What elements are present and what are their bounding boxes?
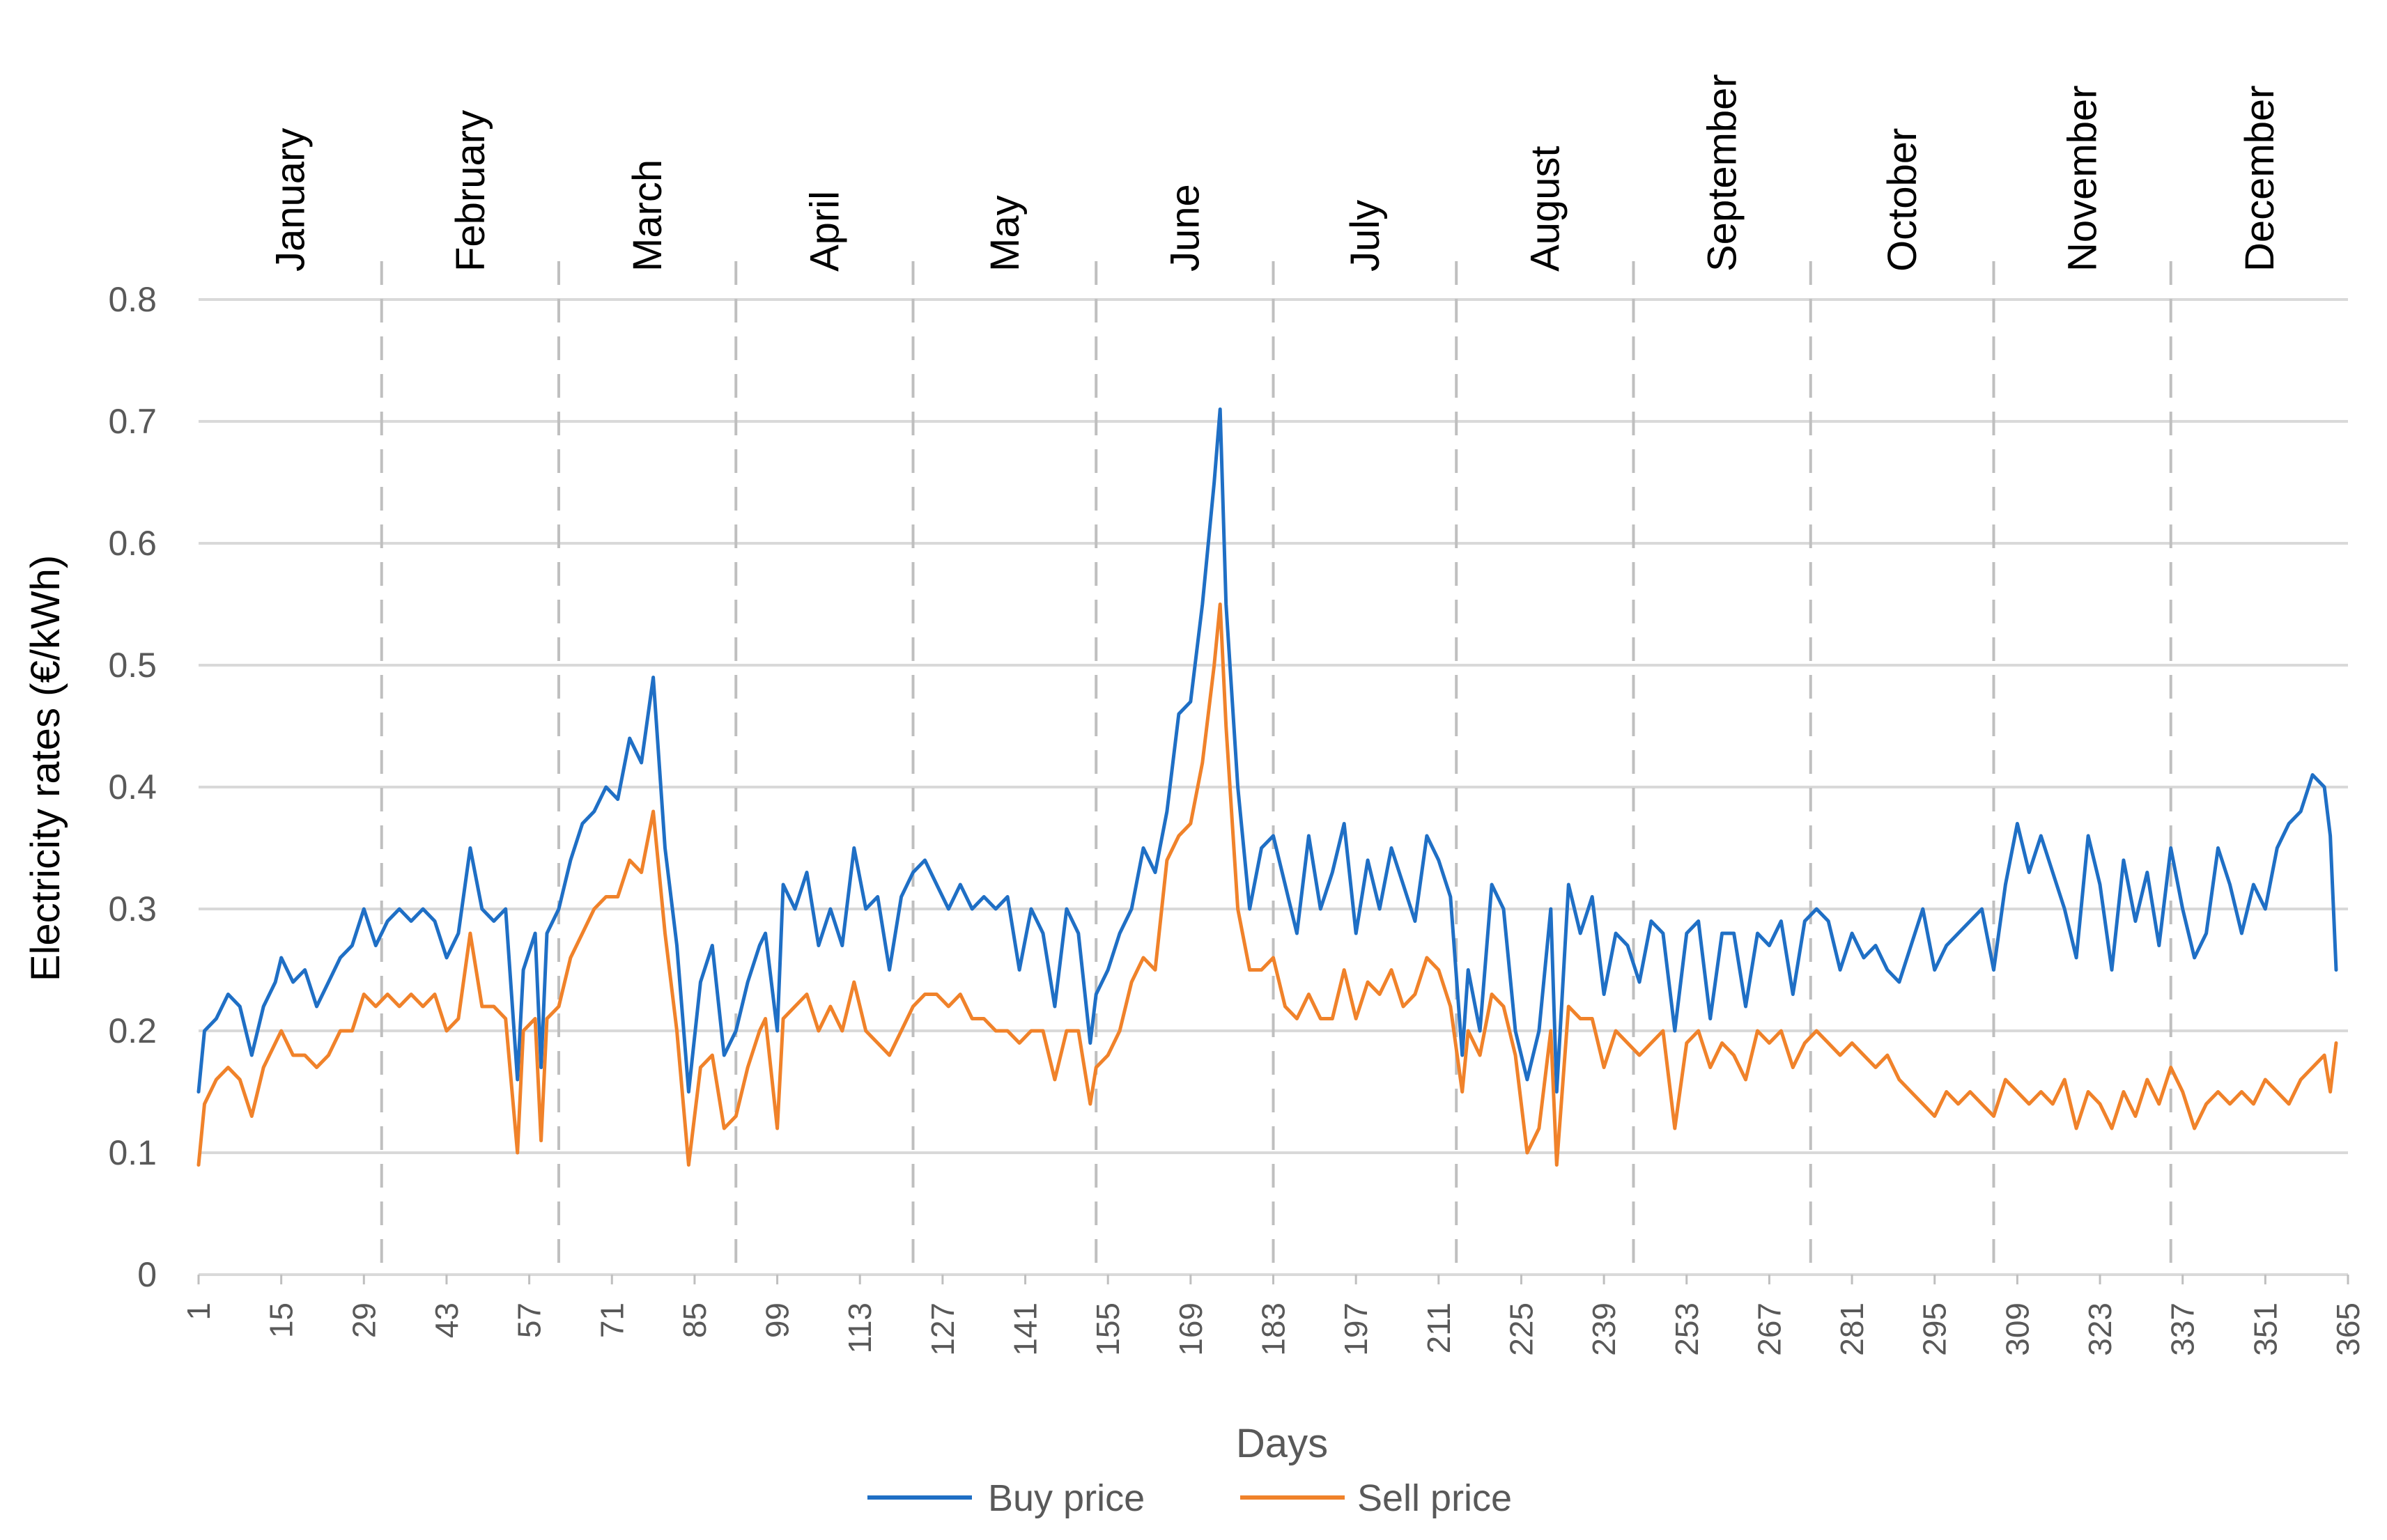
x-tick-label: 43 — [428, 1302, 465, 1338]
y-axis-ticks: 0 0.1 0.2 0.3 0.4 0.5 0.6 0.7 0.8 — [108, 280, 157, 1294]
x-tick-label: 29 — [346, 1302, 382, 1338]
month-dividers — [380, 261, 2172, 1275]
x-tick-label: 141 — [1007, 1302, 1044, 1356]
month-label: February — [448, 110, 493, 272]
legend-label-buy: Buy price — [988, 1477, 1145, 1519]
y-tick-label: 0.6 — [108, 524, 157, 563]
x-tick-label: 225 — [1503, 1302, 1539, 1356]
month-label: December — [2237, 85, 2282, 272]
x-tick-label: 365 — [2330, 1302, 2366, 1356]
month-label: July — [1343, 200, 1388, 272]
series-line-sell-price — [196, 602, 2338, 1167]
x-tick-label: 267 — [1751, 1302, 1787, 1356]
legend: Buy price Sell price — [867, 1477, 1512, 1519]
month-labels: January February March April May June July Augu… — [268, 74, 2282, 272]
y-tick-label: 0.5 — [108, 646, 157, 685]
y-tick-label: 0.3 — [108, 889, 157, 928]
x-tick-label: 127 — [925, 1302, 961, 1356]
x-tick-label: 239 — [1586, 1302, 1622, 1356]
x-tick-label: 197 — [1338, 1302, 1374, 1356]
x-tick-label: 323 — [2082, 1302, 2118, 1356]
x-tick-label: 1 — [180, 1302, 217, 1321]
month-label: May — [982, 195, 1028, 272]
x-tick-label: 309 — [1999, 1302, 2035, 1356]
month-label: April — [802, 191, 847, 272]
legend-label-sell: Sell price — [1357, 1477, 1512, 1519]
x-tick-label: 351 — [2247, 1302, 2283, 1356]
x-tick-label: 295 — [1917, 1302, 1953, 1356]
y-axis-title: Electricity rates (€/kWh) — [23, 555, 68, 981]
y-tick-label: 0.7 — [108, 402, 157, 441]
x-tick-label: 337 — [2165, 1302, 2201, 1356]
x-tick-label: 253 — [1669, 1302, 1705, 1356]
y-tick-label: 0.2 — [108, 1011, 157, 1050]
series-line-buy-price — [196, 407, 2338, 1094]
month-label: October — [1880, 128, 1925, 272]
x-tick-label: 211 — [1421, 1302, 1457, 1353]
x-tick-label: 15 — [263, 1302, 300, 1338]
y-tick-label: 0.1 — [108, 1133, 157, 1172]
x-tick-label: 71 — [594, 1302, 630, 1338]
x-tick-label: 155 — [1090, 1302, 1126, 1356]
x-tick-label: 113 — [842, 1302, 878, 1353]
y-tick-label: 0.8 — [108, 280, 157, 319]
y-tick-label: 0.4 — [108, 768, 157, 807]
x-axis-title: Days — [1236, 1421, 1328, 1466]
x-tick-label: 57 — [511, 1302, 548, 1338]
month-label: August — [1522, 146, 1568, 272]
month-label: January — [268, 128, 313, 272]
x-tick-label: 169 — [1173, 1302, 1209, 1356]
y-tick-label: 0 — [137, 1255, 157, 1294]
x-tick-label: 99 — [759, 1302, 796, 1338]
x-tick-label: 183 — [1256, 1302, 1292, 1356]
month-label: September — [1700, 74, 1745, 272]
month-label: November — [2060, 85, 2106, 272]
x-axis-ticks: 1 15 29 43 57 71 85 99 113 127 141 155 169 183 197 211 2… — [180, 1273, 2366, 1356]
x-tick-label: 85 — [677, 1302, 713, 1338]
series-lines — [196, 407, 2338, 1167]
x-tick-label: 281 — [1834, 1302, 1870, 1356]
month-label: March — [625, 160, 670, 272]
month-label: June — [1162, 184, 1207, 272]
